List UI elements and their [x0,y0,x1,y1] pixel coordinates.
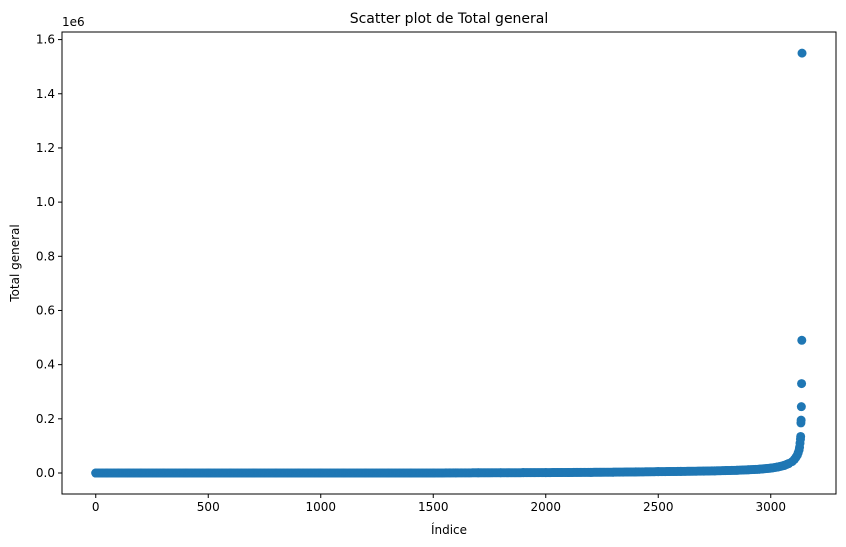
data-point [797,335,807,345]
y-axis-offset-label: 1e6 [62,15,85,29]
y-tick-label: 0.8 [36,249,55,263]
x-axis-title: Índice [431,522,467,537]
y-tick-label: 0.4 [36,358,55,372]
y-tick-label: 1.4 [36,87,55,101]
y-tick-label: 1.6 [36,33,55,47]
x-tick-label: 500 [197,500,220,514]
x-tick-label: 2000 [530,500,561,514]
data-points [91,48,807,478]
data-point [796,431,806,441]
data-point [796,402,806,412]
data-point [797,48,807,58]
x-tick-label: 2500 [643,500,674,514]
y-tick-label: 1.0 [36,195,55,209]
y-tick-label: 0.2 [36,412,55,426]
plot-area-frame [61,31,837,495]
y-axis-title: Total general [8,224,22,302]
data-point [797,379,807,389]
x-tick-label: 3000 [755,500,786,514]
x-tick-label: 1500 [418,500,449,514]
data-point [783,459,793,469]
x-axis: 0 500 1000 1500 2000 2500 3000 [92,494,786,514]
chart-title: Scatter plot de Total general [350,11,549,27]
data-point [796,415,806,425]
y-tick-label: 0.6 [36,303,55,317]
y-axis: 0.0 0.2 0.4 0.6 0.8 1.0 1.2 1.4 1.6 [36,33,62,480]
y-tick-label: 0.0 [36,466,55,480]
y-tick-label: 1.2 [36,141,55,155]
x-tick-label: 0 [92,500,100,514]
x-tick-label: 1000 [305,500,336,514]
